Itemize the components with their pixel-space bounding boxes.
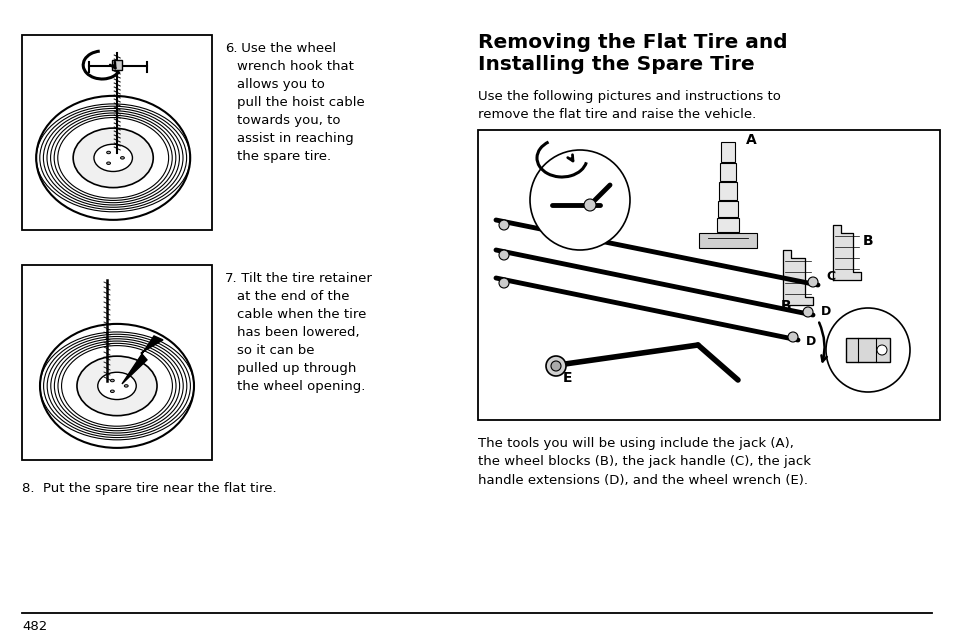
FancyBboxPatch shape: [22, 35, 212, 230]
Circle shape: [545, 356, 565, 376]
Circle shape: [551, 361, 560, 371]
Text: E: E: [562, 371, 572, 385]
Ellipse shape: [97, 372, 136, 399]
Circle shape: [498, 220, 509, 230]
Ellipse shape: [111, 379, 114, 382]
Text: Use the following pictures and instructions to
remove the flat tire and raise th: Use the following pictures and instructi…: [477, 90, 781, 121]
Circle shape: [498, 250, 509, 260]
Ellipse shape: [73, 128, 153, 188]
Text: A: A: [745, 133, 756, 147]
Polygon shape: [122, 336, 163, 384]
FancyBboxPatch shape: [720, 142, 734, 162]
FancyBboxPatch shape: [720, 163, 735, 181]
Ellipse shape: [111, 390, 114, 392]
Text: 8.  Put the spare tire near the flat tire.: 8. Put the spare tire near the flat tire…: [22, 482, 276, 495]
Ellipse shape: [77, 356, 157, 416]
FancyBboxPatch shape: [699, 233, 757, 248]
Text: 6.: 6.: [225, 42, 237, 55]
Text: 482: 482: [22, 620, 48, 633]
Text: D: D: [805, 335, 816, 348]
Circle shape: [802, 307, 812, 317]
Polygon shape: [782, 250, 812, 305]
Text: C: C: [825, 270, 834, 283]
FancyBboxPatch shape: [719, 182, 737, 200]
Ellipse shape: [107, 151, 111, 154]
Text: D: D: [821, 305, 830, 318]
Ellipse shape: [93, 144, 132, 172]
Ellipse shape: [36, 96, 190, 220]
Text: 7.: 7.: [225, 272, 237, 285]
Ellipse shape: [107, 162, 111, 165]
Circle shape: [807, 277, 817, 287]
FancyBboxPatch shape: [845, 338, 889, 362]
Circle shape: [787, 332, 797, 342]
Ellipse shape: [40, 324, 193, 448]
Text: Tilt the tire retainer
at the end of the
cable when the tire
has been lowered,
s: Tilt the tire retainer at the end of the…: [236, 272, 372, 393]
Text: Removing the Flat Tire and: Removing the Flat Tire and: [477, 33, 787, 52]
Ellipse shape: [124, 385, 128, 387]
Circle shape: [825, 308, 909, 392]
Text: B: B: [781, 299, 791, 313]
FancyBboxPatch shape: [22, 265, 212, 460]
Polygon shape: [832, 225, 861, 280]
Circle shape: [583, 199, 596, 211]
Circle shape: [530, 150, 629, 250]
Circle shape: [498, 278, 509, 288]
Text: Use the wheel
wrench hook that
allows you to
pull the hoist cable
towards you, t: Use the wheel wrench hook that allows yo…: [236, 42, 364, 163]
Ellipse shape: [120, 156, 124, 159]
Text: B: B: [862, 234, 873, 248]
FancyBboxPatch shape: [477, 130, 939, 420]
Text: Installing the Spare Tire: Installing the Spare Tire: [477, 55, 754, 74]
FancyBboxPatch shape: [112, 60, 122, 70]
FancyBboxPatch shape: [718, 201, 738, 217]
Text: The tools you will be using include the jack (A),
the wheel blocks (B), the jack: The tools you will be using include the …: [477, 437, 810, 487]
Circle shape: [876, 345, 886, 355]
FancyBboxPatch shape: [717, 218, 739, 232]
